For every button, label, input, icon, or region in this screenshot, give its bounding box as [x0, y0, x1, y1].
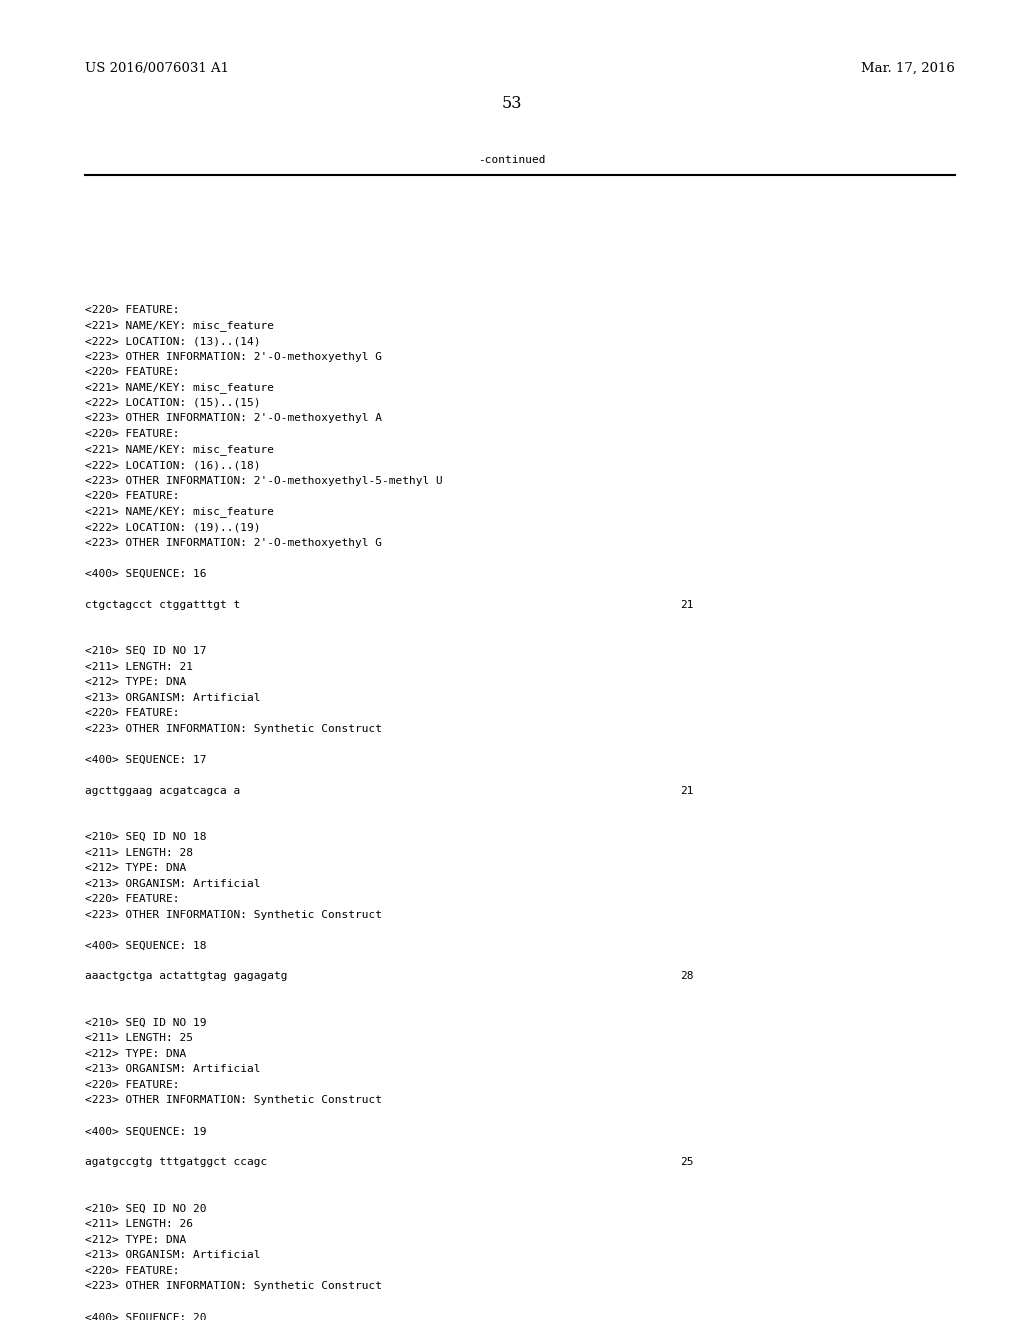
Text: <222> LOCATION: (19)..(19): <222> LOCATION: (19)..(19): [85, 521, 260, 532]
Text: <400> SEQUENCE: 18: <400> SEQUENCE: 18: [85, 940, 207, 950]
Text: <220> FEATURE:: <220> FEATURE:: [85, 305, 179, 315]
Text: <223> OTHER INFORMATION: Synthetic Construct: <223> OTHER INFORMATION: Synthetic Const…: [85, 1282, 382, 1291]
Text: -continued: -continued: [478, 154, 546, 165]
Text: <212> TYPE: DNA: <212> TYPE: DNA: [85, 863, 186, 873]
Text: <221> NAME/KEY: misc_feature: <221> NAME/KEY: misc_feature: [85, 383, 274, 393]
Text: <221> NAME/KEY: misc_feature: <221> NAME/KEY: misc_feature: [85, 445, 274, 455]
Text: <212> TYPE: DNA: <212> TYPE: DNA: [85, 1049, 186, 1059]
Text: agatgccgtg tttgatggct ccagc: agatgccgtg tttgatggct ccagc: [85, 1158, 267, 1167]
Text: <211> LENGTH: 28: <211> LENGTH: 28: [85, 847, 193, 858]
Text: <213> ORGANISM: Artificial: <213> ORGANISM: Artificial: [85, 1250, 260, 1261]
Text: <223> OTHER INFORMATION: 2'-O-methoxyethyl G: <223> OTHER INFORMATION: 2'-O-methoxyeth…: [85, 351, 382, 362]
Text: <400> SEQUENCE: 19: <400> SEQUENCE: 19: [85, 1126, 207, 1137]
Text: <220> FEATURE:: <220> FEATURE:: [85, 708, 179, 718]
Text: <210> SEQ ID NO 20: <210> SEQ ID NO 20: [85, 1204, 207, 1214]
Text: <213> ORGANISM: Artificial: <213> ORGANISM: Artificial: [85, 693, 260, 702]
Text: 25: 25: [680, 1158, 693, 1167]
Text: <400> SEQUENCE: 16: <400> SEQUENCE: 16: [85, 569, 207, 578]
Text: <400> SEQUENCE: 20: <400> SEQUENCE: 20: [85, 1312, 207, 1320]
Text: <223> OTHER INFORMATION: 2'-O-methoxyethyl-5-methyl U: <223> OTHER INFORMATION: 2'-O-methoxyeth…: [85, 475, 442, 486]
Text: ctgctagcct ctggatttgt t: ctgctagcct ctggatttgt t: [85, 599, 241, 610]
Text: <210> SEQ ID NO 18: <210> SEQ ID NO 18: [85, 832, 207, 842]
Text: <223> OTHER INFORMATION: Synthetic Construct: <223> OTHER INFORMATION: Synthetic Const…: [85, 723, 382, 734]
Text: <221> NAME/KEY: misc_feature: <221> NAME/KEY: misc_feature: [85, 321, 274, 331]
Text: <220> FEATURE:: <220> FEATURE:: [85, 1080, 179, 1090]
Text: aaactgctga actattgtag gagagatg: aaactgctga actattgtag gagagatg: [85, 972, 288, 982]
Text: <211> LENGTH: 26: <211> LENGTH: 26: [85, 1220, 193, 1229]
Text: 53: 53: [502, 95, 522, 112]
Text: <220> FEATURE:: <220> FEATURE:: [85, 491, 179, 502]
Text: <210> SEQ ID NO 17: <210> SEQ ID NO 17: [85, 645, 207, 656]
Text: <210> SEQ ID NO 19: <210> SEQ ID NO 19: [85, 1018, 207, 1028]
Text: <223> OTHER INFORMATION: 2'-O-methoxyethyl A: <223> OTHER INFORMATION: 2'-O-methoxyeth…: [85, 413, 382, 424]
Text: <221> NAME/KEY: misc_feature: <221> NAME/KEY: misc_feature: [85, 507, 274, 517]
Text: <211> LENGTH: 25: <211> LENGTH: 25: [85, 1034, 193, 1044]
Text: <220> FEATURE:: <220> FEATURE:: [85, 894, 179, 904]
Text: <213> ORGANISM: Artificial: <213> ORGANISM: Artificial: [85, 1064, 260, 1074]
Text: <212> TYPE: DNA: <212> TYPE: DNA: [85, 1236, 186, 1245]
Text: agcttggaag acgatcagca a: agcttggaag acgatcagca a: [85, 785, 241, 796]
Text: 21: 21: [680, 785, 693, 796]
Text: <223> OTHER INFORMATION: Synthetic Construct: <223> OTHER INFORMATION: Synthetic Const…: [85, 909, 382, 920]
Text: 28: 28: [680, 972, 693, 982]
Text: <223> OTHER INFORMATION: 2'-O-methoxyethyl G: <223> OTHER INFORMATION: 2'-O-methoxyeth…: [85, 537, 382, 548]
Text: <222> LOCATION: (16)..(18): <222> LOCATION: (16)..(18): [85, 459, 260, 470]
Text: <213> ORGANISM: Artificial: <213> ORGANISM: Artificial: [85, 879, 260, 888]
Text: <211> LENGTH: 21: <211> LENGTH: 21: [85, 661, 193, 672]
Text: Mar. 17, 2016: Mar. 17, 2016: [861, 62, 955, 75]
Text: <223> OTHER INFORMATION: Synthetic Construct: <223> OTHER INFORMATION: Synthetic Const…: [85, 1096, 382, 1105]
Text: <212> TYPE: DNA: <212> TYPE: DNA: [85, 677, 186, 686]
Text: <220> FEATURE:: <220> FEATURE:: [85, 429, 179, 440]
Text: <222> LOCATION: (13)..(14): <222> LOCATION: (13)..(14): [85, 337, 260, 346]
Text: <220> FEATURE:: <220> FEATURE:: [85, 367, 179, 378]
Text: 21: 21: [680, 599, 693, 610]
Text: US 2016/0076031 A1: US 2016/0076031 A1: [85, 62, 229, 75]
Text: <400> SEQUENCE: 17: <400> SEQUENCE: 17: [85, 755, 207, 764]
Text: <222> LOCATION: (15)..(15): <222> LOCATION: (15)..(15): [85, 399, 260, 408]
Text: <220> FEATURE:: <220> FEATURE:: [85, 1266, 179, 1276]
